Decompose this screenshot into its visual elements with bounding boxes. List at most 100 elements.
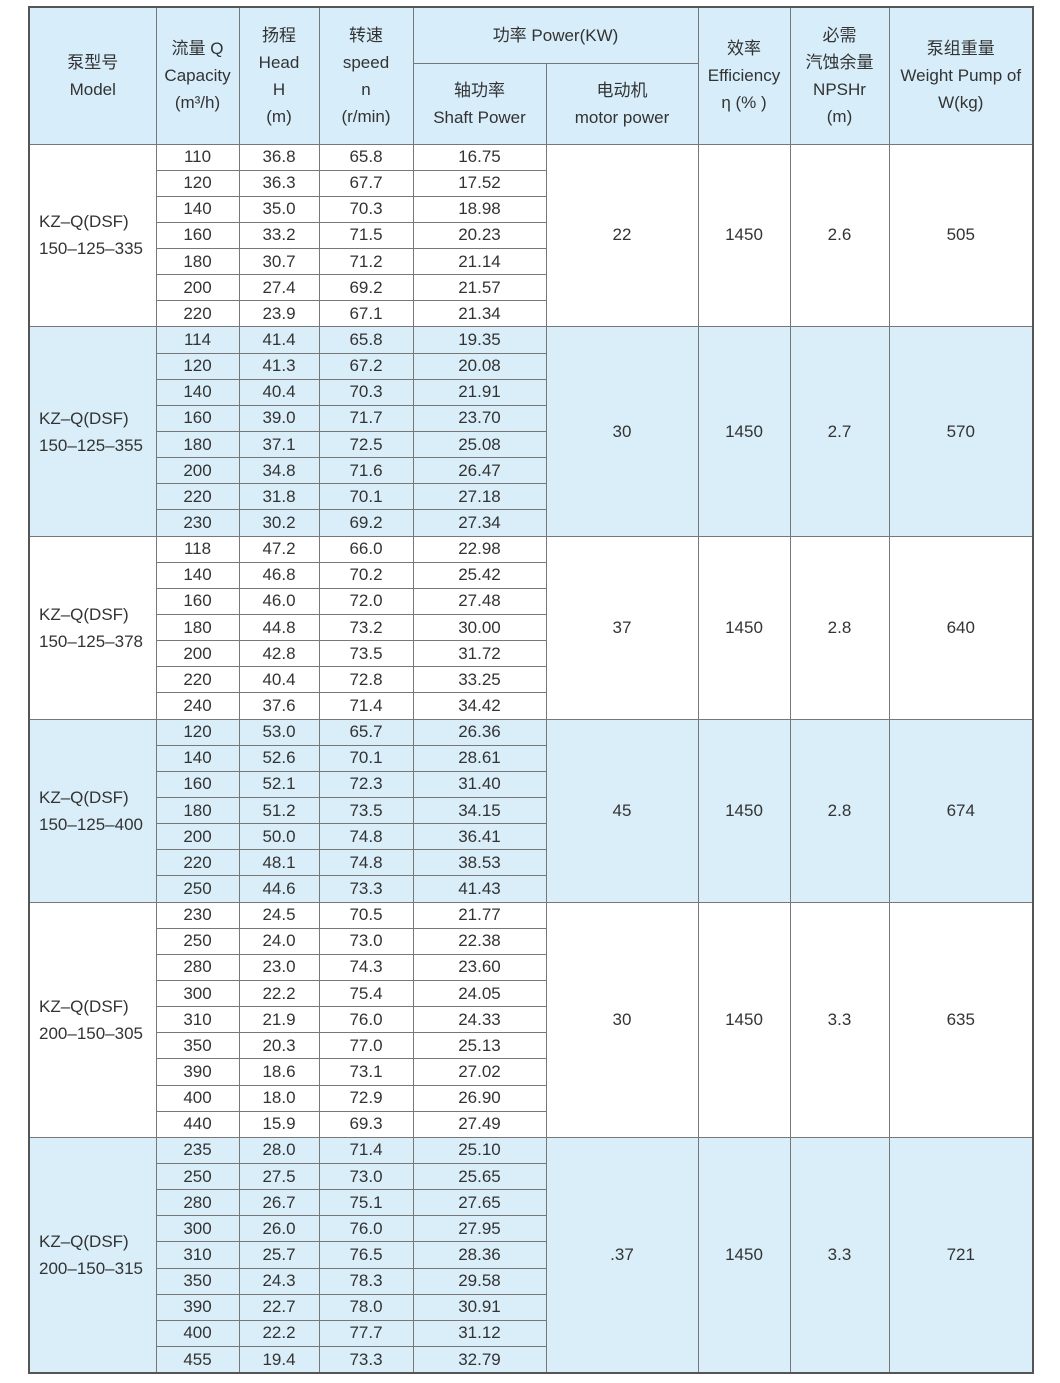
data-cell: 25.42 [412,561,547,589]
data-cell: 70.3 [318,378,414,406]
data-row: 310 21.9 76.0 24.33 [29,1006,1033,1034]
group-cell: 30 [545,901,699,1138]
data-cell: 40.4 [238,666,320,694]
data-cell: 31.40 [412,770,547,799]
data-row: 140 35.0 70.3 18.98 [29,195,1033,223]
data-cell: 65.8 [318,326,414,354]
header-line: Model [69,79,116,99]
data-row: 120 41.3 67.2 20.08 [29,352,1033,380]
data-cell: 37.1 [238,431,320,459]
group-cell: 1450 [697,535,791,720]
header-line: 必需 [822,25,857,45]
data-row: 400 22.2 77.7 31.12 [29,1319,1033,1347]
data-cell: 200 [155,274,240,302]
data-cell: 300 [155,979,240,1008]
header-line: (m) [266,106,292,126]
data-cell: 140 [155,744,240,772]
header-line: 流量 Q [171,39,224,59]
data-cell: 22.2 [238,979,320,1008]
data-cell: 30.00 [412,614,547,642]
data-row: 200 42.8 73.5 31.72 [29,640,1033,668]
data-cell: 27.5 [238,1162,320,1191]
model-line: KZ–Q(DSF) [39,787,129,807]
data-cell: 42.8 [238,640,320,668]
data-row: 140 52.6 70.1 28.61 [29,744,1033,772]
model-cell: KZ–Q(DSF) 200–150–315 [28,1136,157,1374]
data-row: 250 24.0 73.0 22.38 [29,927,1033,955]
data-cell: 27.48 [412,587,547,616]
group-cell: 721 [888,1136,1034,1374]
data-cell: 31.72 [412,640,547,668]
data-row: 140 40.4 70.3 21.91 [29,378,1033,406]
data-cell: 16.75 [412,143,547,171]
data-cell: 52.6 [238,744,320,772]
header-line: (m) [826,106,853,126]
model-group: KZ–Q(DSF) 200–150–315 235 28.0 71.4 25.10.37 1… [28,1136,1034,1374]
data-cell: 110 [155,143,240,171]
model-group: KZ–Q(DSF) 150–125–335 110 36.8 65.8 16.75 22 14… [28,143,1034,328]
data-cell: 35.0 [238,195,320,223]
data-cell: 24.05 [412,979,547,1008]
data-cell: 69.2 [318,274,414,302]
data-cell: 114 [155,326,240,354]
data-cell: 67.2 [318,352,414,380]
pump-table: 泵型号 Model 流量 Q Capacity (m³/h) 扬程 Head H (m) 转速 sp… [28,6,1034,1375]
data-cell: 52.1 [238,770,320,799]
data-cell: 70.2 [318,561,414,589]
data-cell: 22.7 [238,1293,320,1321]
data-cell: 76.0 [318,1006,414,1034]
data-cell: 20.3 [238,1032,320,1060]
data-cell: 27.18 [412,483,547,511]
data-row: 280 26.7 75.1 27.65 [29,1189,1033,1217]
data-cell: 46.8 [238,561,320,589]
power-sub-header: 电动机 motor power [545,62,699,145]
data-cell: 72.3 [318,770,414,799]
data-cell: 28.36 [412,1241,547,1269]
power-header: 功率 Power(KW) [412,6,699,64]
data-cell: 26.0 [238,1215,320,1243]
data-cell: 17.52 [412,169,547,197]
data-cell: 72.0 [318,587,414,616]
data-cell: 27.65 [412,1189,547,1217]
data-row: KZ–Q(DSF) 200–150–305 230 24.5 70.5 21.77 30 14… [28,901,1034,1138]
data-cell: 71.7 [318,404,414,433]
data-cell: 21.91 [412,378,547,406]
header-line: Efficiency [707,66,781,86]
header-line: 效率 [727,39,761,59]
data-cell: 28.61 [412,744,547,772]
data-cell: 15.9 [238,1110,320,1138]
data-cell: 71.4 [318,692,414,720]
data-cell: 390 [155,1058,240,1086]
data-cell: 21.34 [412,300,547,328]
group-cell: 2.6 [789,143,890,328]
data-cell: 250 [155,1162,240,1191]
group-cell: 1450 [697,326,791,537]
header-line: 扬程 [262,25,296,45]
data-cell: 65.8 [318,143,414,171]
group-cell: 635 [888,901,1034,1138]
data-cell: 41.3 [238,352,320,380]
data-row: KZ–Q(DSF) 150–125–355 114 41.4 65.8 19.35 30 14… [28,326,1034,537]
data-cell: 455 [155,1345,240,1374]
data-cell: 36.41 [412,823,547,851]
data-cell: 72.9 [318,1084,414,1112]
group-cell: .37 [545,1136,699,1374]
data-cell: 30.7 [238,248,320,276]
data-cell: 25.65 [412,1162,547,1191]
data-row: 160 39.0 71.7 23.70 [29,404,1033,433]
data-row: KZ–Q(DSF) 200–150–315 235 28.0 71.4 25.10.37 1… [28,1136,1034,1374]
data-row: 180 30.7 71.2 21.14 [29,248,1033,276]
data-cell: 120 [155,718,240,746]
data-cell: 25.13 [412,1032,547,1060]
data-row: 120 36.3 67.7 17.52 [29,169,1033,197]
model-line: KZ–Q(DSF) [39,604,129,624]
header-line: Capacity [164,66,231,86]
data-cell: 23.60 [412,953,547,982]
data-cell: 33.25 [412,666,547,694]
data-row: 310 25.7 76.5 28.36 [29,1241,1033,1269]
data-cell: 46.0 [238,587,320,616]
group-cell: 45 [545,718,699,903]
model-cell: KZ–Q(DSF) 200–150–305 [28,901,157,1138]
model-line: KZ–Q(DSF) [39,1231,129,1251]
data-row: 400 18.0 72.9 26.90 [29,1084,1033,1112]
